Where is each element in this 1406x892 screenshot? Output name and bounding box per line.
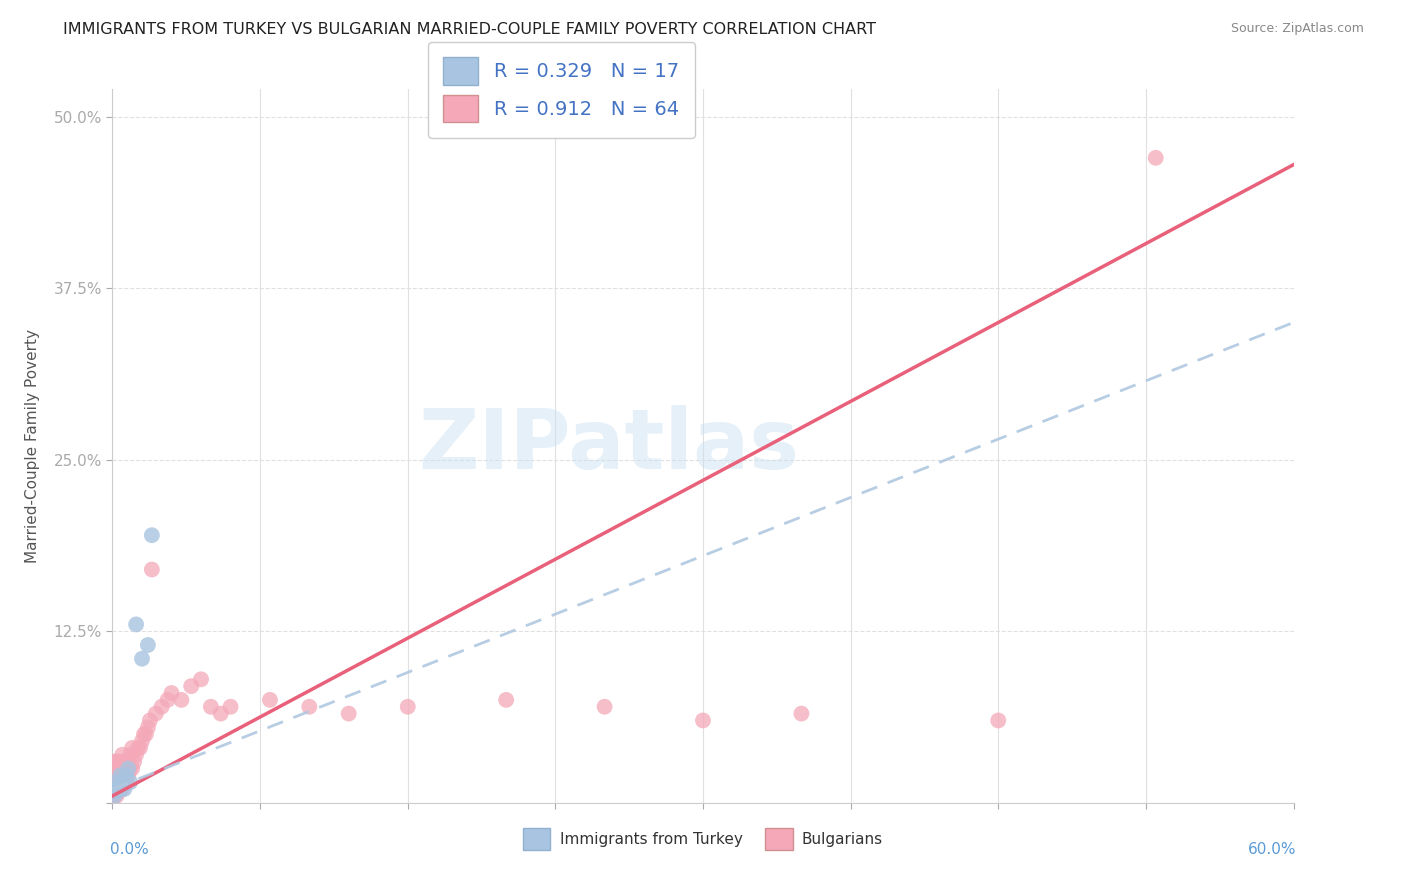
Point xyxy=(200,699,222,714)
Point xyxy=(156,693,179,707)
Point xyxy=(120,762,142,776)
Legend: Immigrants from Turkey, Bulgarians: Immigrants from Turkey, Bulgarians xyxy=(517,822,889,855)
Point xyxy=(136,720,159,734)
Point xyxy=(121,762,143,776)
Point xyxy=(115,762,138,776)
Point xyxy=(103,782,125,797)
Point xyxy=(112,768,135,782)
Point xyxy=(103,775,125,789)
Point xyxy=(115,775,138,789)
Point xyxy=(110,782,132,797)
Point xyxy=(593,699,616,714)
Point xyxy=(135,727,157,741)
Point xyxy=(121,740,143,755)
Point xyxy=(111,775,134,789)
Point xyxy=(160,686,183,700)
Point xyxy=(170,693,193,707)
Point xyxy=(110,775,132,789)
Point xyxy=(110,768,132,782)
Point xyxy=(107,782,129,797)
Text: ZIPatlas: ZIPatlas xyxy=(418,406,799,486)
Point xyxy=(127,740,149,755)
Point xyxy=(105,755,128,769)
Point xyxy=(180,679,202,693)
Point xyxy=(110,768,132,782)
Point xyxy=(105,782,128,797)
Point xyxy=(105,768,128,782)
Point xyxy=(107,780,129,794)
Point xyxy=(107,780,129,794)
Text: Source: ZipAtlas.com: Source: ZipAtlas.com xyxy=(1230,22,1364,36)
Point xyxy=(129,740,152,755)
Point xyxy=(117,768,139,782)
Point xyxy=(117,762,139,776)
Point xyxy=(105,775,128,789)
Text: 0.0%: 0.0% xyxy=(110,842,149,856)
Point xyxy=(115,768,138,782)
Point xyxy=(145,706,167,721)
Point xyxy=(111,762,134,776)
Point xyxy=(117,755,139,769)
Text: IMMIGRANTS FROM TURKEY VS BULGARIAN MARRIED-COUPLE FAMILY POVERTY CORRELATION CH: IMMIGRANTS FROM TURKEY VS BULGARIAN MARR… xyxy=(63,22,876,37)
Point xyxy=(209,706,232,721)
Point xyxy=(132,727,155,741)
Point xyxy=(150,699,173,714)
Point xyxy=(298,699,321,714)
Point xyxy=(103,789,125,803)
Point xyxy=(112,782,135,797)
Point xyxy=(120,775,142,789)
Point xyxy=(692,714,714,728)
Point xyxy=(110,782,132,797)
Point xyxy=(103,762,125,776)
Point xyxy=(103,782,125,797)
Point xyxy=(495,693,517,707)
Point xyxy=(107,785,129,799)
Point xyxy=(1144,151,1167,165)
Point xyxy=(111,775,134,789)
Point xyxy=(131,651,153,665)
Point xyxy=(103,789,125,803)
Point xyxy=(396,699,419,714)
Point xyxy=(105,785,128,799)
Point xyxy=(122,755,145,769)
Point xyxy=(103,755,125,769)
Point xyxy=(190,673,212,687)
Point xyxy=(125,617,148,632)
Point xyxy=(120,747,142,762)
Point xyxy=(107,771,129,785)
Point xyxy=(219,699,242,714)
Point xyxy=(103,768,125,782)
Point xyxy=(110,755,132,769)
Point xyxy=(107,762,129,776)
Point xyxy=(105,775,128,789)
Point xyxy=(111,782,134,797)
Point xyxy=(141,562,163,576)
Y-axis label: Married-Couple Family Poverty: Married-Couple Family Poverty xyxy=(25,329,39,563)
Text: 60.0%: 60.0% xyxy=(1247,842,1296,856)
Point xyxy=(987,714,1010,728)
Point xyxy=(131,734,153,748)
Point xyxy=(337,706,360,721)
Point xyxy=(259,693,281,707)
Point xyxy=(790,706,813,721)
Point xyxy=(105,762,128,776)
Point xyxy=(125,747,148,762)
Point xyxy=(105,789,128,803)
Point xyxy=(111,747,134,762)
Point xyxy=(112,775,135,789)
Point xyxy=(139,714,162,728)
Point xyxy=(136,638,159,652)
Point xyxy=(141,528,163,542)
